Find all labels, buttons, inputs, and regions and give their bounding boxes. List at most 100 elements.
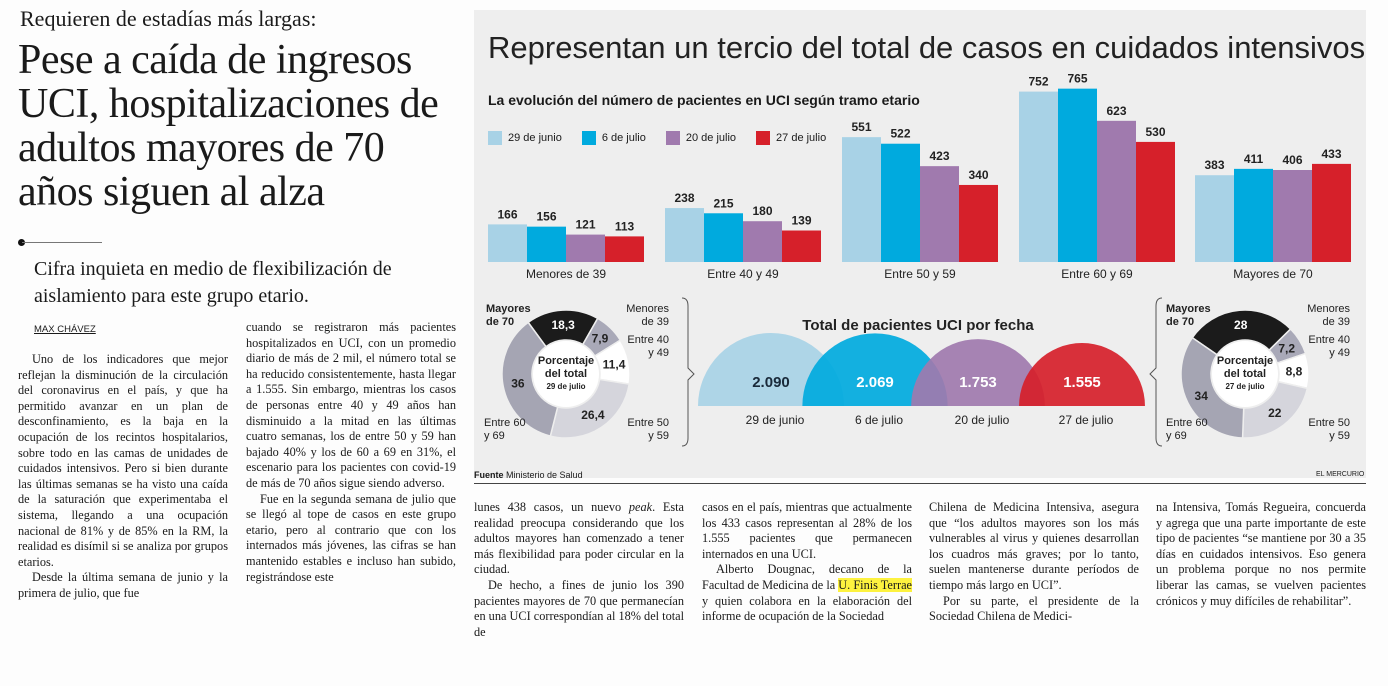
bar-value-label: 156 (536, 210, 556, 224)
donut-category-label: y 59 (1329, 430, 1350, 442)
bar (1097, 120, 1136, 262)
legend-swatch (665, 131, 680, 145)
donut-date-label: 27 de julio (1225, 382, 1264, 391)
bar-value-label: 551 (851, 120, 871, 134)
legend-swatch (488, 131, 502, 145)
legend-swatch (581, 131, 596, 145)
bar (704, 213, 743, 262)
legend-item: 27 de julio (756, 131, 826, 145)
category-label: Entre 50 y 59 (884, 267, 956, 281)
semicircle-date-label: 29 de junio (746, 413, 805, 427)
legend-label: 29 de junio (508, 132, 562, 144)
infographic-title: Representan un tercio del total de casos… (488, 30, 1366, 65)
donut-category-label: Entre 50 (627, 417, 669, 429)
publisher-credit: EL MERCURIO (1316, 471, 1365, 478)
semicircle-value-label: 1.555 (1063, 374, 1101, 391)
kicker: Requieren de estadías más largas: (20, 6, 317, 31)
slice-value-label: 36 (511, 376, 525, 390)
source-label: Fuente (474, 470, 504, 480)
source-text: Ministerio de Salud (506, 470, 583, 480)
bar (743, 221, 782, 262)
bar-chart: 166 156 121 113 Menores de 39 238 215 180 139 Ent… (488, 72, 1351, 281)
donut-date-label: 29 de julio (546, 382, 585, 391)
subhead: Cifra inquieta en medio de flexibilizaci… (34, 258, 392, 307)
bar-value-label: 423 (929, 149, 949, 163)
bar (527, 226, 566, 262)
semicircle-value-label: 2.090 (752, 374, 790, 391)
paragraph: Desde la última semana de junio y la pri… (18, 570, 228, 600)
donut-hole (1212, 341, 1278, 407)
donut-category-label: de 39 (641, 316, 669, 328)
paragraph: cuando se registraron más pacientes hosp… (246, 320, 456, 490)
bar (566, 234, 605, 262)
donut-category-label: Menores (1307, 303, 1350, 315)
bar (881, 143, 920, 262)
article-column-1: Uno de los indicadores que mejor refleja… (18, 352, 228, 602)
bar-value-label: 383 (1204, 158, 1224, 172)
text-run: lunes 438 casos, un nuevo (474, 500, 629, 514)
donut-category-label: y 69 (484, 430, 505, 442)
slice-value-label: 28 (1234, 318, 1248, 332)
donut-category-label: Entre 50 (1308, 417, 1350, 429)
slice-value-label: 34 (1195, 389, 1209, 403)
bar (1019, 91, 1058, 262)
bar-value-label: 180 (752, 204, 772, 218)
donut-center-label: Porcentaje (538, 355, 594, 367)
bar-value-label: 238 (674, 191, 694, 205)
chart-legend: 29 de junio 6 de julio 20 de julio 27 de… (488, 131, 826, 145)
donut-category-label: y 59 (648, 430, 669, 442)
paragraph: casos en el país, mientras que actualmen… (702, 500, 912, 561)
donut-category-label: de 70 (1166, 316, 1194, 328)
text-run: y quien colabora en la elaboración del i… (702, 593, 912, 624)
slice-value-label: 26,4 (581, 408, 605, 422)
donut-category-label: de 39 (1322, 316, 1350, 328)
slice-value-label: 7,9 (592, 332, 609, 346)
semicircle-date-label: 6 de julio (855, 413, 903, 427)
legend-label: 20 de julio (685, 132, 737, 144)
bar-value-label: 433 (1321, 147, 1341, 161)
divider (22, 242, 102, 243)
chart-title: La evolución del número de pacientes en … (488, 92, 920, 108)
donut-category-label: Entre 40 (1308, 334, 1350, 346)
rule-dot (18, 239, 25, 246)
donut-category-label: y 69 (1166, 430, 1187, 442)
bar-value-label: 411 (1244, 152, 1264, 166)
donut-hole (533, 341, 599, 407)
total-semicircle-chart: Total de pacientes UCI por fecha 2.090 29 … (698, 317, 1145, 427)
legend-swatch (756, 131, 771, 145)
bar (959, 184, 998, 262)
donut-category-label: y 49 (1329, 347, 1350, 359)
bar (782, 230, 821, 262)
donut-category-label: Entre 40 (627, 334, 669, 346)
paragraph: Uno de los indicadores que mejor refleja… (18, 352, 228, 569)
byline: MAX CHÁVEZ (34, 324, 96, 335)
bar (488, 224, 527, 262)
source-line: Fuente Ministerio de Salud (474, 470, 583, 480)
bar (1312, 163, 1351, 262)
bar (920, 166, 959, 262)
bracket (681, 297, 695, 447)
slice-value-label: 22 (1268, 406, 1282, 420)
donut-category-label: y 49 (648, 347, 669, 359)
bar (605, 236, 644, 262)
article-column-6: na Intensiva, Tomás Regueira, concuerda … (1156, 500, 1366, 609)
category-label: Mayores de 70 (1233, 267, 1313, 281)
semicircle-value-label: 2.069 (856, 374, 894, 391)
semicircle-date-label: 20 de julio (955, 413, 1010, 427)
bar-value-label: 215 (713, 196, 733, 210)
headline: Pese a caída de ingresos UCI, hospitaliz… (18, 37, 439, 215)
bar (1234, 168, 1273, 262)
bar (1195, 175, 1234, 262)
bar-value-label: 522 (890, 127, 910, 141)
semicircle-mark (802, 333, 948, 406)
bar-value-label: 406 (1282, 153, 1302, 167)
bar-value-label: 765 (1067, 72, 1087, 86)
bar (665, 208, 704, 262)
bar-value-label: 113 (615, 219, 635, 233)
bar-value-label: 166 (497, 207, 517, 221)
slice-value-label: 11,4 (603, 357, 626, 371)
slice-value-label: 18,3 (552, 318, 576, 332)
article-column-4: casos en el país, mientras que actualmen… (702, 500, 912, 625)
category-label: Entre 60 y 69 (1061, 267, 1133, 281)
